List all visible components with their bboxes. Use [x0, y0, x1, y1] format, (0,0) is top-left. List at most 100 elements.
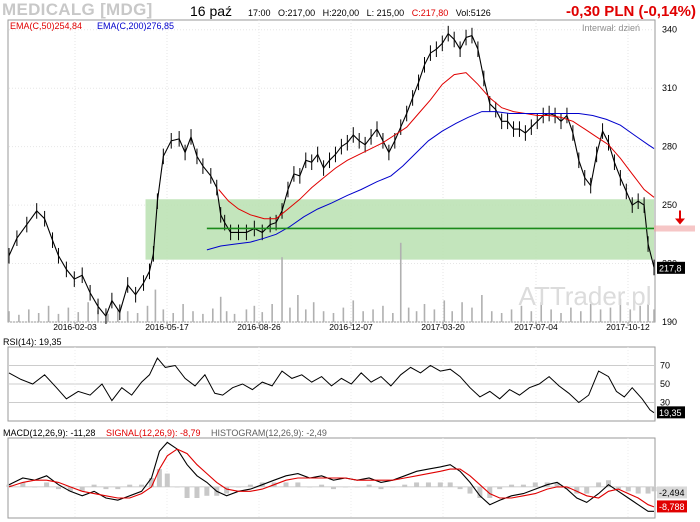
- volume-bar: [433, 309, 436, 322]
- x-tick-label: 2016-05-17: [145, 322, 189, 332]
- histogram-bar: [127, 484, 133, 487]
- volume-bar: [312, 302, 315, 322]
- volume-bar: [653, 309, 655, 322]
- histogram-bar: [156, 469, 162, 487]
- histogram-bar: [509, 484, 515, 487]
- volume-bar: [182, 304, 184, 322]
- histogram-bar: [20, 482, 26, 487]
- y-tick-label: 340: [662, 25, 677, 35]
- down-arrow-icon: [675, 210, 685, 225]
- macd-line-signal: [8, 448, 655, 508]
- volume-bar: [599, 309, 602, 322]
- volume-bar: [362, 311, 364, 322]
- watermark: ATTrader.pl: [519, 281, 652, 311]
- histogram-last-box: [657, 486, 687, 499]
- price-series: [8, 25, 655, 324]
- histogram-bar: [354, 486, 360, 488]
- histogram-bar: [342, 486, 348, 488]
- volume-bar: [136, 313, 139, 322]
- signal-last-box: [657, 500, 687, 513]
- interval-label: Interwał: dzień: [582, 23, 640, 33]
- volume-bar: [500, 313, 503, 322]
- volume-bar: [342, 307, 345, 322]
- volume-bar: [8, 311, 10, 322]
- volume-bar: [647, 304, 649, 322]
- volume-bar: [27, 309, 30, 322]
- histogram-bar: [520, 484, 526, 487]
- histogram-bar: [457, 486, 463, 490]
- volume-bar: [372, 309, 374, 322]
- histogram-bar: [6, 484, 12, 487]
- histogram-bar: [330, 486, 336, 490]
- histogram-bar: [467, 486, 473, 494]
- price-axis: 190220250280310340: [662, 25, 677, 327]
- histogram-bar: [605, 480, 611, 487]
- volume-bar: [202, 313, 204, 322]
- macd-title: MACD(12,26,9): -11,28: [3, 428, 95, 438]
- histogram-bar: [164, 473, 170, 487]
- histogram-bar: [437, 482, 443, 487]
- volume-bar: [225, 311, 228, 322]
- ema50-legend: EMA(C,50)254,84: [10, 21, 82, 31]
- macd-series: [8, 441, 655, 512]
- x-tick-label: 2017-03-20: [421, 322, 465, 332]
- rsi-tick-label: 70: [660, 361, 670, 371]
- histogram-bar: [402, 484, 408, 487]
- last-price-label: 217,8: [659, 263, 682, 273]
- volume-bar: [126, 311, 129, 322]
- histogram-bar: [584, 486, 590, 494]
- histogram-bar: [447, 482, 453, 487]
- y-tick-label: 250: [662, 200, 677, 210]
- histogram-bar: [184, 486, 190, 498]
- volume-bar: [451, 311, 453, 322]
- volume-bars: [8, 242, 655, 322]
- histogram-bar: [596, 482, 602, 487]
- histogram-bar: [574, 486, 580, 494]
- histogram-bar: [148, 478, 154, 487]
- volume-bar: [211, 308, 214, 322]
- volume-bar: [550, 309, 552, 322]
- histogram-bar: [224, 486, 230, 494]
- volume-bar: [589, 304, 592, 322]
- volume-bar: [407, 307, 410, 322]
- histogram-bar: [564, 486, 570, 490]
- rsi-series: [8, 357, 655, 414]
- volume-bar: [18, 314, 20, 322]
- x-tick-label: 2017-07-04: [514, 322, 558, 332]
- histogram-bar: [635, 486, 641, 494]
- volume-bar: [332, 313, 335, 322]
- histogram-bar: [91, 484, 97, 487]
- quote-time: 17:00: [248, 8, 271, 18]
- rsi-axis: 30 50 70: [660, 361, 670, 408]
- volume-bar: [579, 311, 582, 322]
- rsi-last-label: 19,35: [659, 408, 682, 418]
- y-tick-label: 190: [662, 317, 677, 327]
- histogram-bar: [414, 482, 420, 487]
- volume-bar: [245, 309, 248, 322]
- histogram-bar: [487, 486, 493, 498]
- histogram-bar: [79, 486, 85, 492]
- volume-bar: [47, 305, 50, 322]
- histogram-bar: [283, 482, 289, 487]
- volume-bar: [146, 305, 149, 322]
- histogram-last-label: -2,494: [659, 488, 685, 498]
- rsi-tick-label: 50: [660, 379, 670, 389]
- quote-date: 16 paź: [190, 3, 233, 19]
- volume-bar: [304, 309, 307, 322]
- volume-bar: [639, 305, 641, 322]
- volume-bar: [107, 313, 109, 322]
- signal-legend: SIGNAL(12,26,9): -8,79: [106, 428, 201, 438]
- histogram-bar: [625, 486, 631, 492]
- price-last-value: 217,8: [654, 225, 695, 274]
- quote-open: O:217,00: [278, 8, 316, 18]
- volume-bar: [510, 309, 513, 322]
- histogram-bar: [554, 482, 560, 487]
- histogram-bar: [67, 486, 73, 492]
- x-tick-label: 2016-02-03: [53, 322, 97, 332]
- rsi-title: RSI(14): 19,35: [3, 337, 62, 347]
- quote-low: L: 215,00: [366, 8, 405, 18]
- volume-bar: [57, 313, 60, 322]
- volume-bar: [530, 311, 533, 322]
- x-tick-label: 2016-12-07: [329, 322, 373, 332]
